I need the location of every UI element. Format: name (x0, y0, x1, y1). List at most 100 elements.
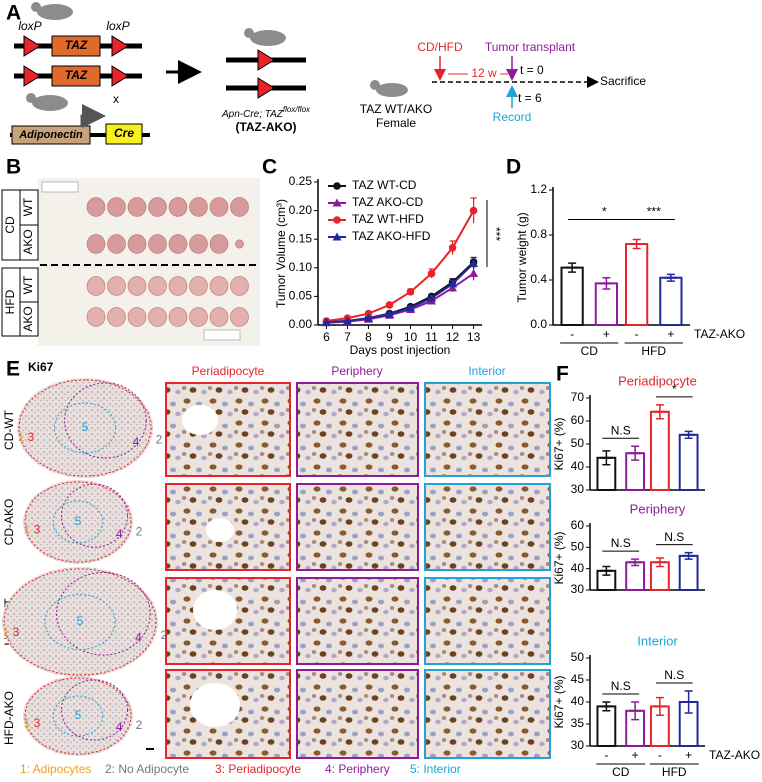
tumor (209, 234, 229, 254)
duration-label: 12 w (471, 66, 497, 80)
tumor (189, 234, 208, 254)
x-tick-label: 9 (386, 330, 393, 344)
panel-b: CD WT AKO HFD WT AKO (1, 178, 260, 346)
y-tick-label: 50 (571, 436, 585, 450)
micrograph (424, 669, 551, 759)
y-tick-label: 35 (571, 716, 585, 730)
y-tick-label: 50 (571, 650, 585, 664)
chart-title: Periadipocyte (618, 373, 697, 388)
adipocyte (193, 590, 237, 630)
transplant-label: Tumor transplant (485, 40, 576, 54)
significance-label: * (672, 382, 677, 396)
legend-item: 1: Adipocytes (20, 762, 91, 776)
tumor (189, 307, 208, 327)
periphery-outline (61, 483, 128, 548)
tumor (235, 239, 244, 249)
record-label: Record (493, 110, 532, 124)
mouse-head (31, 2, 41, 12)
region-header: Periphery (331, 364, 382, 378)
region-header: Interior (468, 364, 505, 378)
tumor (168, 234, 188, 254)
genotype-label: WT (21, 197, 35, 216)
region-number: 5 (75, 514, 82, 528)
y-tick-label: 40 (571, 694, 585, 708)
legend-item: 5: Interior (410, 762, 461, 776)
y-tick-label: 40 (571, 459, 585, 473)
mouse (32, 95, 68, 111)
label-box (19, 301, 39, 337)
region-number: 1 (3, 625, 10, 639)
tumor (86, 276, 106, 296)
legend-marker (332, 198, 342, 207)
region-number: 4 (116, 527, 123, 541)
region-number: 4 (116, 720, 123, 734)
mouse-head (370, 80, 380, 90)
legend-item: 4: Periphery (325, 762, 390, 776)
tumor (107, 276, 126, 296)
periphery-outline (64, 382, 147, 459)
y-tick-label: 30 (571, 582, 585, 596)
periphery-outline (56, 572, 151, 656)
tumor-section (17, 378, 153, 478)
promoter-label: Adiponectin (18, 129, 83, 141)
tumor (127, 234, 147, 254)
genotype-label: Apn-Cre; TAZflox/flox (221, 105, 311, 120)
tumor-section (23, 676, 133, 756)
y-tick-label: 30 (571, 738, 585, 752)
tumor (148, 276, 167, 296)
panel-letter: C (262, 156, 277, 179)
periadipocyte-outline (18, 379, 152, 477)
interior-outline (53, 402, 117, 454)
periadipocyte-outline (24, 677, 132, 755)
tumor (86, 234, 106, 254)
tumor (230, 197, 249, 217)
micrograph (424, 382, 551, 477)
genotype-label: AKO (21, 306, 35, 331)
legend-item: 3: Periadipocyte (215, 762, 301, 776)
region-number: 3 (34, 523, 41, 537)
genotype-sup: flox/flox (283, 105, 311, 114)
region-number: 4 (135, 631, 142, 645)
y-tick-label: 1.2 (530, 182, 547, 196)
region-header: Periadipocyte (192, 364, 265, 378)
marker (406, 288, 415, 296)
line-name: (TAZ-AKO) (235, 120, 296, 134)
interior-outline (44, 594, 116, 650)
y-axis-label: Tumor weight (g) (515, 212, 529, 302)
loxp-site (257, 49, 275, 99)
x-tick-label: 12 (446, 330, 460, 344)
region-number: 3 (13, 625, 20, 639)
tumor (230, 276, 249, 296)
adipocyte (206, 518, 234, 542)
y-tick-label: 60 (571, 413, 585, 427)
chart-title: Interior (637, 633, 678, 648)
panel-letter: D (506, 156, 521, 179)
legend-item: 2: No Adipocyte (105, 762, 189, 776)
y-tick-label: 30 (571, 482, 585, 496)
region-number: 2 (161, 628, 168, 642)
x-axis-label: Days post injection (350, 343, 451, 357)
bar (649, 410, 670, 491)
tumor (168, 307, 188, 327)
loxp-label: loxP (18, 19, 41, 33)
micrograph (296, 382, 419, 477)
tumor (168, 197, 188, 217)
region-number: 1 (24, 716, 31, 730)
gene-box (51, 65, 101, 87)
sample-label: CD-WT (2, 409, 16, 450)
region-number: 5 (75, 708, 82, 722)
diet-label: CD/HFD (417, 40, 463, 54)
y-axis-label: Ki67+ (%) (552, 531, 566, 584)
panel-e: Ki67 Periadipocyte Periphery Interior CD… (2, 360, 551, 776)
x-tick-label: 7 (344, 330, 351, 344)
y-tick-label: 0.8 (530, 227, 547, 241)
marker (469, 269, 479, 278)
region-number: 3 (34, 716, 41, 730)
sample-label: HFD-AKO (2, 691, 16, 745)
marker (406, 303, 416, 312)
significance-label: N.S (611, 536, 631, 550)
tumor (107, 234, 126, 254)
cre-box (105, 123, 143, 145)
significance-label: *** (489, 227, 503, 241)
